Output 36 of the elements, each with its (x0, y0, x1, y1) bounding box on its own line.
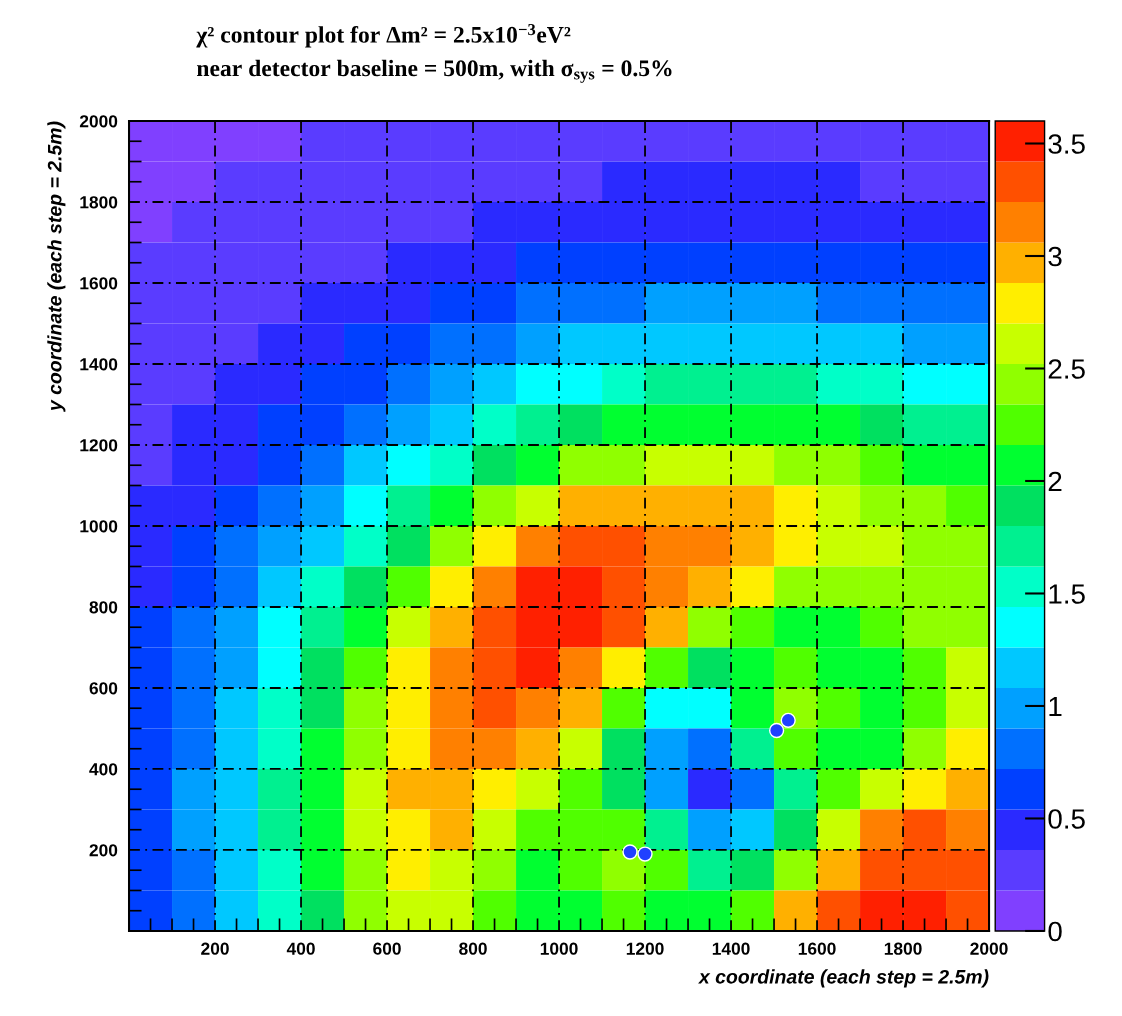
point (780, 712, 796, 729)
color-bar-label: 0 (1048, 921, 1062, 942)
chart-subtitle: near detector baseline = 500m, with σ$_{sys}$ = 0.5% (196, 59, 672, 83)
x-tick-label: 1800 (884, 942, 922, 955)
y-tick-label: 1600 (80, 277, 118, 290)
y-tick-label: 400 (89, 763, 118, 776)
y-tick-label: 1800 (80, 196, 118, 209)
chart-title: χ² contour plot for Δm² = 2.5x10$^{−3}$eV² (196, 24, 571, 48)
y-axis-title: y coordinate (each step = 2.5m) (47, 121, 66, 412)
y-tick-label: 1200 (80, 439, 118, 452)
x-axis-title: x coordinate (each step = 2.5m) (698, 969, 989, 988)
y-tick-label: 200 (89, 844, 118, 857)
x-tick-label: 1000 (540, 942, 578, 955)
x-tick-label: 600 (373, 942, 401, 955)
point (768, 722, 785, 739)
color-bar-label: 1.5 (1049, 584, 1085, 604)
x-tick-label: 1200 (626, 942, 664, 955)
color-bar-label: 3 (1048, 246, 1062, 267)
y-tick-label: 2000 (79, 115, 118, 128)
x-tick-label: 2000 (970, 942, 1008, 955)
point (622, 844, 638, 860)
point (637, 846, 653, 862)
x-tick-label: 400 (286, 942, 315, 955)
x-tick-label: 1600 (798, 942, 836, 955)
color-bar-label: 0.5 (1048, 809, 1085, 829)
color-bar-label: 1 (1049, 696, 1062, 717)
x-tick-label: 1400 (712, 942, 750, 955)
y-tick-label: 1400 (80, 358, 118, 371)
color-bar-label: 3.5 (1048, 134, 1085, 154)
y-tick-label: 600 (89, 682, 118, 695)
x-tick-label: 800 (459, 942, 487, 955)
y-tick-label: 800 (89, 601, 118, 614)
x-tick-label: 200 (201, 942, 229, 955)
y-tick-label: 1000 (80, 520, 118, 533)
color-bar-label: 2 (1048, 471, 1062, 492)
color-bar-label: 2.5 (1048, 359, 1085, 379)
